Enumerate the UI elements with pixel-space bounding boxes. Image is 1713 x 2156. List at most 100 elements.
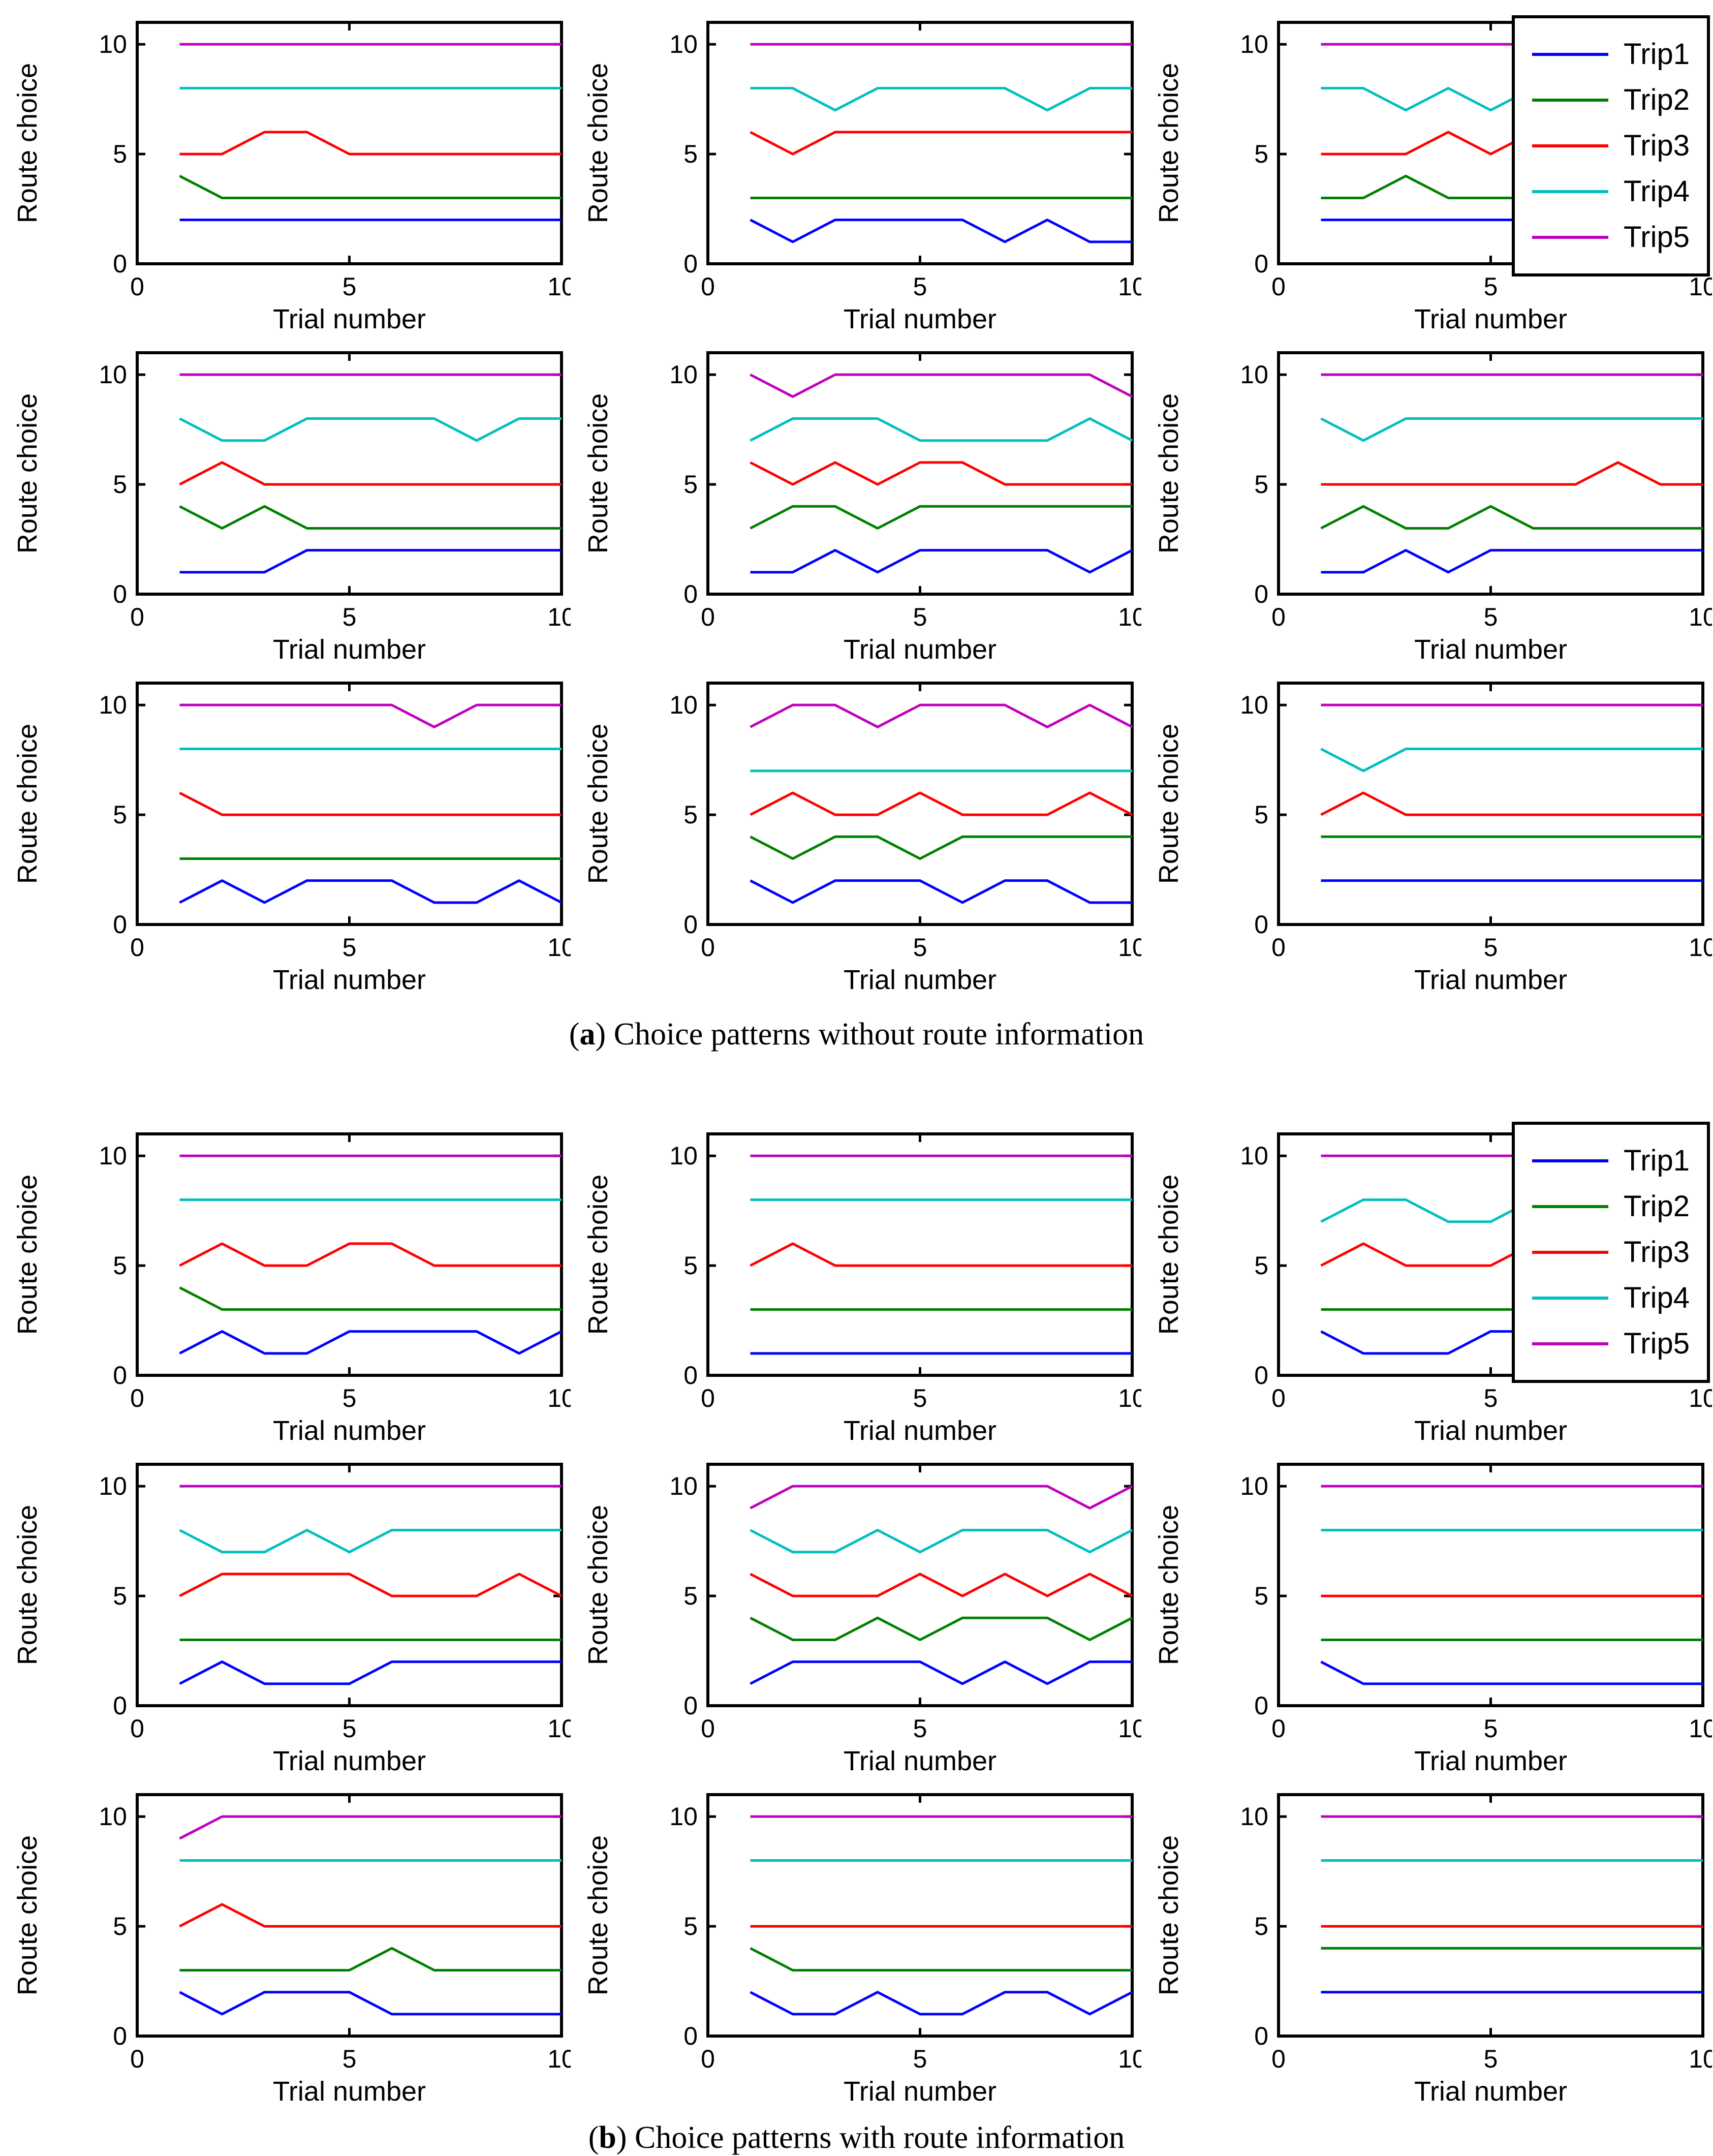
series-trip2: [750, 505, 1132, 530]
y-tick-label: 5: [683, 1582, 698, 1610]
y-tick-label: 10: [669, 691, 698, 719]
x-tick-label: 0: [701, 2045, 715, 2073]
series-trip1: [1321, 549, 1703, 574]
y-axis-label: Route choice: [12, 1175, 43, 1335]
axis-box: [136, 1132, 563, 1377]
x-axis-label: Trial number: [844, 965, 996, 995]
y-tick-label: 10: [1240, 1142, 1268, 1170]
y-axis-label: Route choice: [12, 393, 43, 553]
y-axis-label: Route choice: [583, 393, 613, 553]
series-trip1: [179, 1991, 562, 2016]
caption-a-label: a: [579, 1017, 596, 1052]
x-tick-label: 5: [1484, 1384, 1498, 1412]
axis-box: [706, 682, 1134, 926]
series-trip5: [179, 1815, 562, 1840]
y-axis-label: Route choice: [1154, 1835, 1184, 1995]
x-axis-label: Trial number: [844, 1415, 996, 1446]
series-trip3: [179, 461, 562, 486]
y-tick-label: 5: [1254, 140, 1268, 168]
y-tick-label: 0: [683, 1691, 698, 1720]
subplot-a-7: 0 5 10 0 5 10 Trial number Route choice: [0, 668, 571, 998]
y-tick-label: 5: [113, 1582, 127, 1610]
series-trip5: [750, 373, 1133, 398]
y-tick-label: 10: [669, 30, 698, 58]
y-axis-label: Route choice: [12, 63, 43, 223]
y-tick-label: 5: [1254, 800, 1268, 829]
x-tick-label: 0: [130, 1384, 144, 1412]
y-tick-label: 10: [99, 360, 127, 389]
x-axis-label: Trial number: [844, 304, 996, 334]
x-tick-label: 0: [1271, 1384, 1286, 1412]
x-tick-label: 5: [1484, 272, 1498, 301]
series-trip5: [750, 1485, 1133, 1510]
series-trip1: [179, 879, 563, 904]
x-axis-label: Trial number: [273, 304, 426, 334]
panel-a-grid: 0 5 10 0 5 10 Trial number Route choice 0 5 10 0 5 10…: [0, 7, 1713, 998]
subplot-a-3-svg: 0 5 10 0 5 10 Trial number Route choice: [1154, 21, 1712, 334]
x-tick-label: 10: [1118, 272, 1141, 301]
x-tick-label: 5: [342, 272, 357, 301]
x-tick-label: 0: [701, 272, 715, 301]
legend-line-trip2-icon: [1532, 1205, 1608, 1208]
x-tick-label: 10: [547, 272, 571, 301]
axis-box: [1277, 682, 1704, 926]
y-tick-label: 10: [99, 1802, 127, 1831]
legend-label-trip1: Trip1: [1624, 38, 1690, 71]
series-trip4: [1320, 748, 1703, 773]
x-axis-label: Trial number: [1414, 1415, 1567, 1446]
y-axis-label: Route choice: [583, 724, 613, 884]
series-trip3: [179, 791, 562, 816]
y-tick-label: 5: [113, 470, 127, 499]
axis-box: [1277, 1793, 1704, 2038]
axis-box: [706, 1793, 1134, 2038]
series-trip4: [179, 417, 562, 442]
series-trip3: [750, 461, 1132, 486]
subplot-a-8: 0 5 10 0 5 10 Trial number Route choice: [571, 668, 1141, 998]
series-trip1: [750, 1991, 1133, 2016]
y-tick-label: 10: [1240, 1472, 1268, 1500]
x-tick-label: 10: [1118, 1714, 1141, 1743]
x-tick-label: 10: [1689, 2045, 1712, 2073]
panel-a: 0 5 10 0 5 10 Trial number Route choice 0 5 10 0 5 10…: [0, 0, 1713, 998]
y-axis-label: Route choice: [583, 1835, 613, 1995]
subplot-a-1-svg: 0 5 10 0 5 10 Trial number Route choice: [12, 21, 571, 334]
subplot-b-8-svg: 0 5 10 0 5 10 Trial number Route choice: [583, 1793, 1141, 2107]
x-tick-label: 10: [547, 933, 571, 962]
series-trip3: [750, 131, 1132, 156]
x-axis-label: Trial number: [1414, 1746, 1567, 1776]
series-trip3: [1320, 791, 1703, 816]
y-tick-label: 10: [99, 1142, 127, 1170]
series-trip2: [179, 175, 562, 199]
x-axis-label: Trial number: [844, 1746, 996, 1776]
axis-box: [136, 351, 563, 596]
subplot-b-2: 0 5 10 0 5 10 Trial number Route choice: [571, 1119, 1141, 1449]
panel-b-grid: 0 5 10 0 5 10 Trial number Route choice 0 5 10 0 5 10…: [0, 1119, 1713, 2110]
x-axis-label: Trial number: [1414, 634, 1567, 665]
caption-b-paren-open: (: [588, 2120, 599, 2155]
caption-b-paren-close: ): [616, 2120, 635, 2155]
x-tick-label: 10: [1118, 2045, 1141, 2073]
subplot-b-5-svg: 0 5 10 0 5 10 Trial number Route choice: [583, 1463, 1141, 1776]
x-tick-label: 0: [701, 933, 715, 962]
series-trip3: [179, 1903, 562, 1928]
x-tick-label: 10: [1689, 603, 1712, 631]
x-tick-label: 5: [342, 1714, 357, 1743]
x-tick-label: 0: [130, 1714, 144, 1743]
subplot-b-6: 0 5 10 0 5 10 Trial number Route choice: [1141, 1449, 1712, 1779]
legend-entry-trip2: Trip2: [1530, 1184, 1692, 1229]
legend-label-trip4: Trip4: [1624, 1281, 1690, 1314]
series-trip2: [750, 1947, 1132, 1972]
series-trip3: [179, 1242, 562, 1267]
legend-label-trip2: Trip2: [1624, 1190, 1690, 1223]
x-tick-label: 5: [913, 1714, 927, 1743]
y-tick-label: 0: [113, 2022, 127, 2050]
y-tick-label: 10: [99, 30, 127, 58]
y-axis-label: Route choice: [1154, 393, 1184, 553]
y-axis-label: Route choice: [583, 1175, 613, 1335]
caption-a-paren-open: (: [569, 1017, 580, 1052]
series-trip3: [750, 791, 1133, 816]
y-axis-label: Route choice: [1154, 1505, 1184, 1665]
x-tick-label: 10: [1118, 933, 1141, 962]
x-tick-label: 5: [913, 1384, 927, 1412]
axis-box: [136, 682, 563, 926]
